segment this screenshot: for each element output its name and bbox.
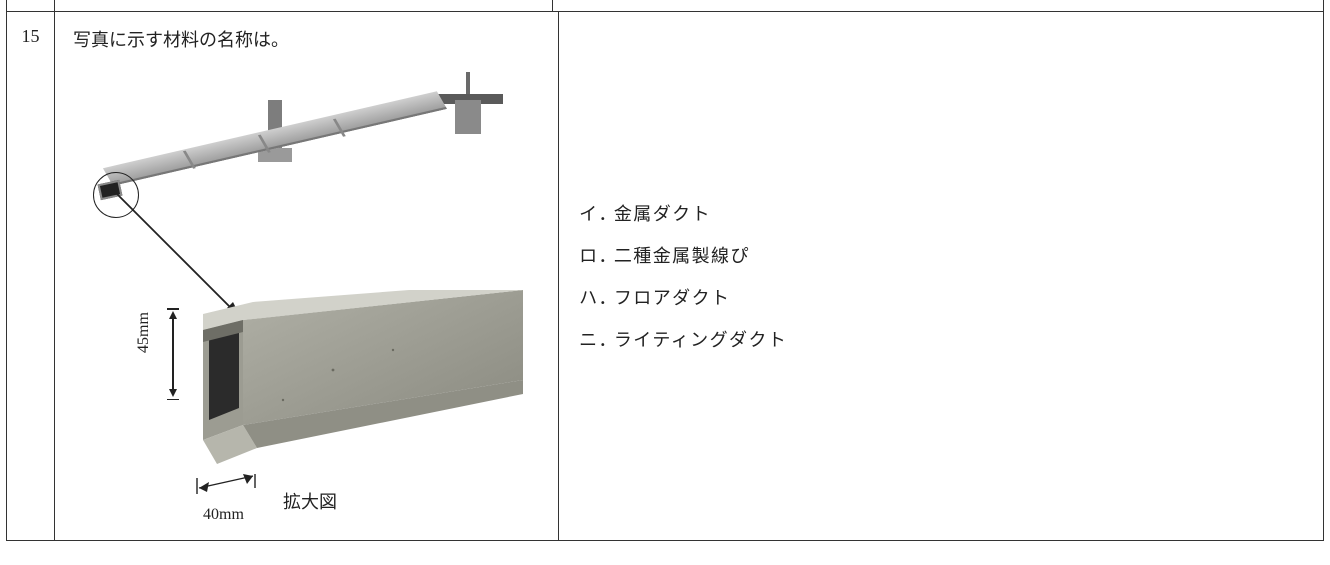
question-number-cell: 15 [7,12,55,540]
width-dimension-label: 40mm [203,506,244,524]
choice-ha: ハ． フロアダクト [579,284,1303,310]
choice-i-label: イ． [579,200,608,226]
mounting-bracket-icon [433,90,503,140]
height-dimension-icon [167,308,179,400]
choice-i: イ． 金属ダクト [579,200,1303,226]
choice-ro: ロ． 二種金属製線ぴ [579,242,1303,268]
choices-cell: イ． 金属ダクト ロ． 二種金属製線ぴ ハ． フロアダクト ニ． ライティングダ… [559,12,1323,540]
figure-area: 45mm 40mm 拡大図 [73,60,533,530]
choice-ro-text: 二種金属製線ぴ [614,246,750,266]
question-number: 15 [22,26,40,46]
height-dimension-label: 45mm [135,312,153,353]
choice-ni-label: ニ． [579,326,608,352]
prev-row-sliver [6,0,1324,12]
question-row: 15 写真に示す材料の名称は。 [6,12,1324,541]
choice-ha-text: フロアダクト [614,288,731,308]
question-prompt: 写真に示す材料の名称は。 [73,26,540,52]
enlarged-duct-illustration [183,290,533,500]
question-cell: 写真に示す材料の名称は。 [55,12,559,540]
choice-ro-label: ロ． [579,242,608,268]
choice-ni: ニ． ライティングダクト [579,326,1303,352]
choice-i-text: 金属ダクト [614,204,711,224]
choice-ni-text: ライティングダクト [614,330,788,350]
width-dimension-icon [191,474,269,506]
choice-ha-label: ハ． [579,284,608,310]
enlargement-caption: 拡大図 [283,488,337,514]
